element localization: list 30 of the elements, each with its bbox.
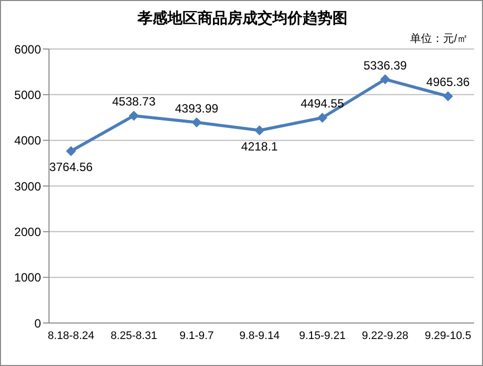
point xyxy=(254,125,264,136)
point xyxy=(443,91,453,102)
y-tick-label: 5000 xyxy=(14,88,42,102)
y-tick-label: 0 xyxy=(34,316,42,330)
data-label: 4538.73 xyxy=(112,94,156,109)
data-label: 5336.39 xyxy=(363,58,408,72)
x-tick-label: 8.18-8.24 xyxy=(48,330,94,342)
y-tick-label: 3000 xyxy=(14,179,42,194)
x-tick-label: 9.1-9.7 xyxy=(180,330,214,342)
point xyxy=(192,117,202,128)
chart-title: 孝感地区商品房成交均价趋势图 xyxy=(136,9,348,28)
data-label: 4965.36 xyxy=(426,75,470,90)
data-label: 4218.1 xyxy=(241,139,278,154)
data-label: 3764.56 xyxy=(49,160,94,174)
x-tick-label: 9.29-10.5 xyxy=(424,330,472,342)
y-tick-label: 6000 xyxy=(14,42,42,56)
x-tick-label: 9.22-9.28 xyxy=(362,330,408,342)
point xyxy=(380,74,390,84)
x-tick-label: 8.25-8.31 xyxy=(110,330,158,342)
point xyxy=(128,110,139,121)
data-label: 4494.55 xyxy=(300,96,344,111)
point xyxy=(317,112,328,123)
data-label: 4393.99 xyxy=(174,101,219,116)
y-tick-label: 4000 xyxy=(14,134,42,148)
x-tick-label: 9.8-9.14 xyxy=(239,330,280,342)
x-tick-label: 9.15-9.21 xyxy=(299,330,346,342)
y-tick-label: 1000 xyxy=(14,270,42,285)
point xyxy=(66,146,76,156)
y-tick-label: 2000 xyxy=(14,224,42,239)
text: 单位：元/㎡ xyxy=(410,32,468,46)
